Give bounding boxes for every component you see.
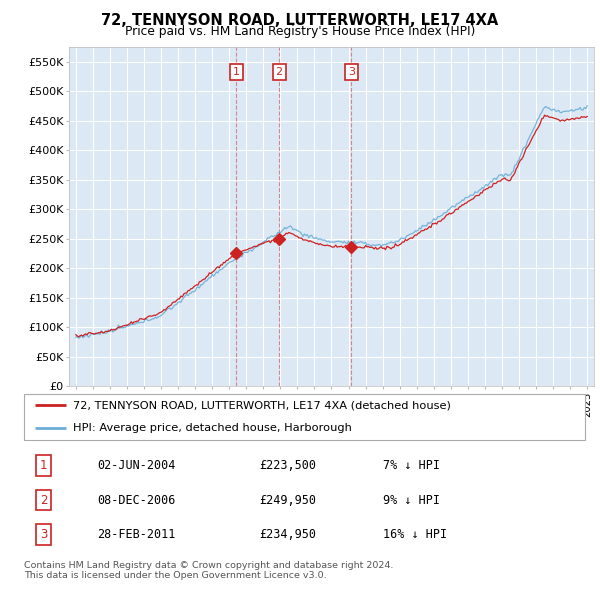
Text: 08-DEC-2006: 08-DEC-2006 — [97, 493, 175, 507]
Text: This data is licensed under the Open Government Licence v3.0.: This data is licensed under the Open Gov… — [24, 571, 326, 580]
Text: 1: 1 — [233, 67, 240, 77]
Text: 72, TENNYSON ROAD, LUTTERWORTH, LE17 4XA (detached house): 72, TENNYSON ROAD, LUTTERWORTH, LE17 4XA… — [73, 401, 451, 411]
Text: 02-JUN-2004: 02-JUN-2004 — [97, 459, 175, 472]
Text: 2: 2 — [40, 493, 47, 507]
Text: 72, TENNYSON ROAD, LUTTERWORTH, LE17 4XA: 72, TENNYSON ROAD, LUTTERWORTH, LE17 4XA — [101, 13, 499, 28]
FancyBboxPatch shape — [24, 394, 585, 440]
Text: £249,950: £249,950 — [260, 493, 317, 507]
Text: 9% ↓ HPI: 9% ↓ HPI — [383, 493, 440, 507]
Text: 2: 2 — [275, 67, 283, 77]
Text: 1: 1 — [40, 459, 47, 472]
Text: Price paid vs. HM Land Registry's House Price Index (HPI): Price paid vs. HM Land Registry's House … — [125, 25, 475, 38]
Text: 28-FEB-2011: 28-FEB-2011 — [97, 528, 175, 541]
Text: HPI: Average price, detached house, Harborough: HPI: Average price, detached house, Harb… — [73, 422, 352, 432]
Text: Contains HM Land Registry data © Crown copyright and database right 2024.: Contains HM Land Registry data © Crown c… — [24, 560, 394, 569]
Text: £234,950: £234,950 — [260, 528, 317, 541]
Text: 7% ↓ HPI: 7% ↓ HPI — [383, 459, 440, 472]
Text: £223,500: £223,500 — [260, 459, 317, 472]
Text: 16% ↓ HPI: 16% ↓ HPI — [383, 528, 447, 541]
Text: 3: 3 — [40, 528, 47, 541]
Text: 3: 3 — [348, 67, 355, 77]
